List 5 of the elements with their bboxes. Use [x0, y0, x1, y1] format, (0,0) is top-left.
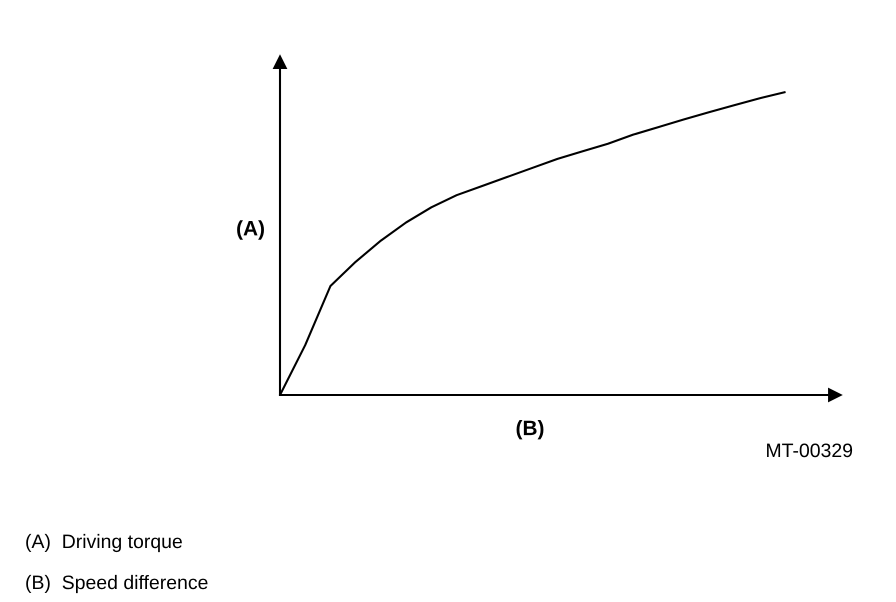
x-axis-title: (B)	[516, 420, 544, 440]
text: (A) Driving torque	[26, 534, 182, 552]
y-axis-title: (A)	[237, 220, 264, 240]
text: (B) Speed difference	[26, 574, 208, 594]
text: MT-00329	[767, 443, 852, 458]
